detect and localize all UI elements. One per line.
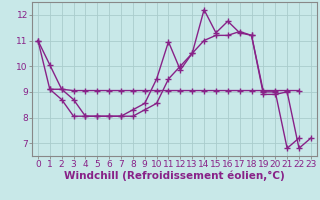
X-axis label: Windchill (Refroidissement éolien,°C): Windchill (Refroidissement éolien,°C) — [64, 171, 285, 181]
